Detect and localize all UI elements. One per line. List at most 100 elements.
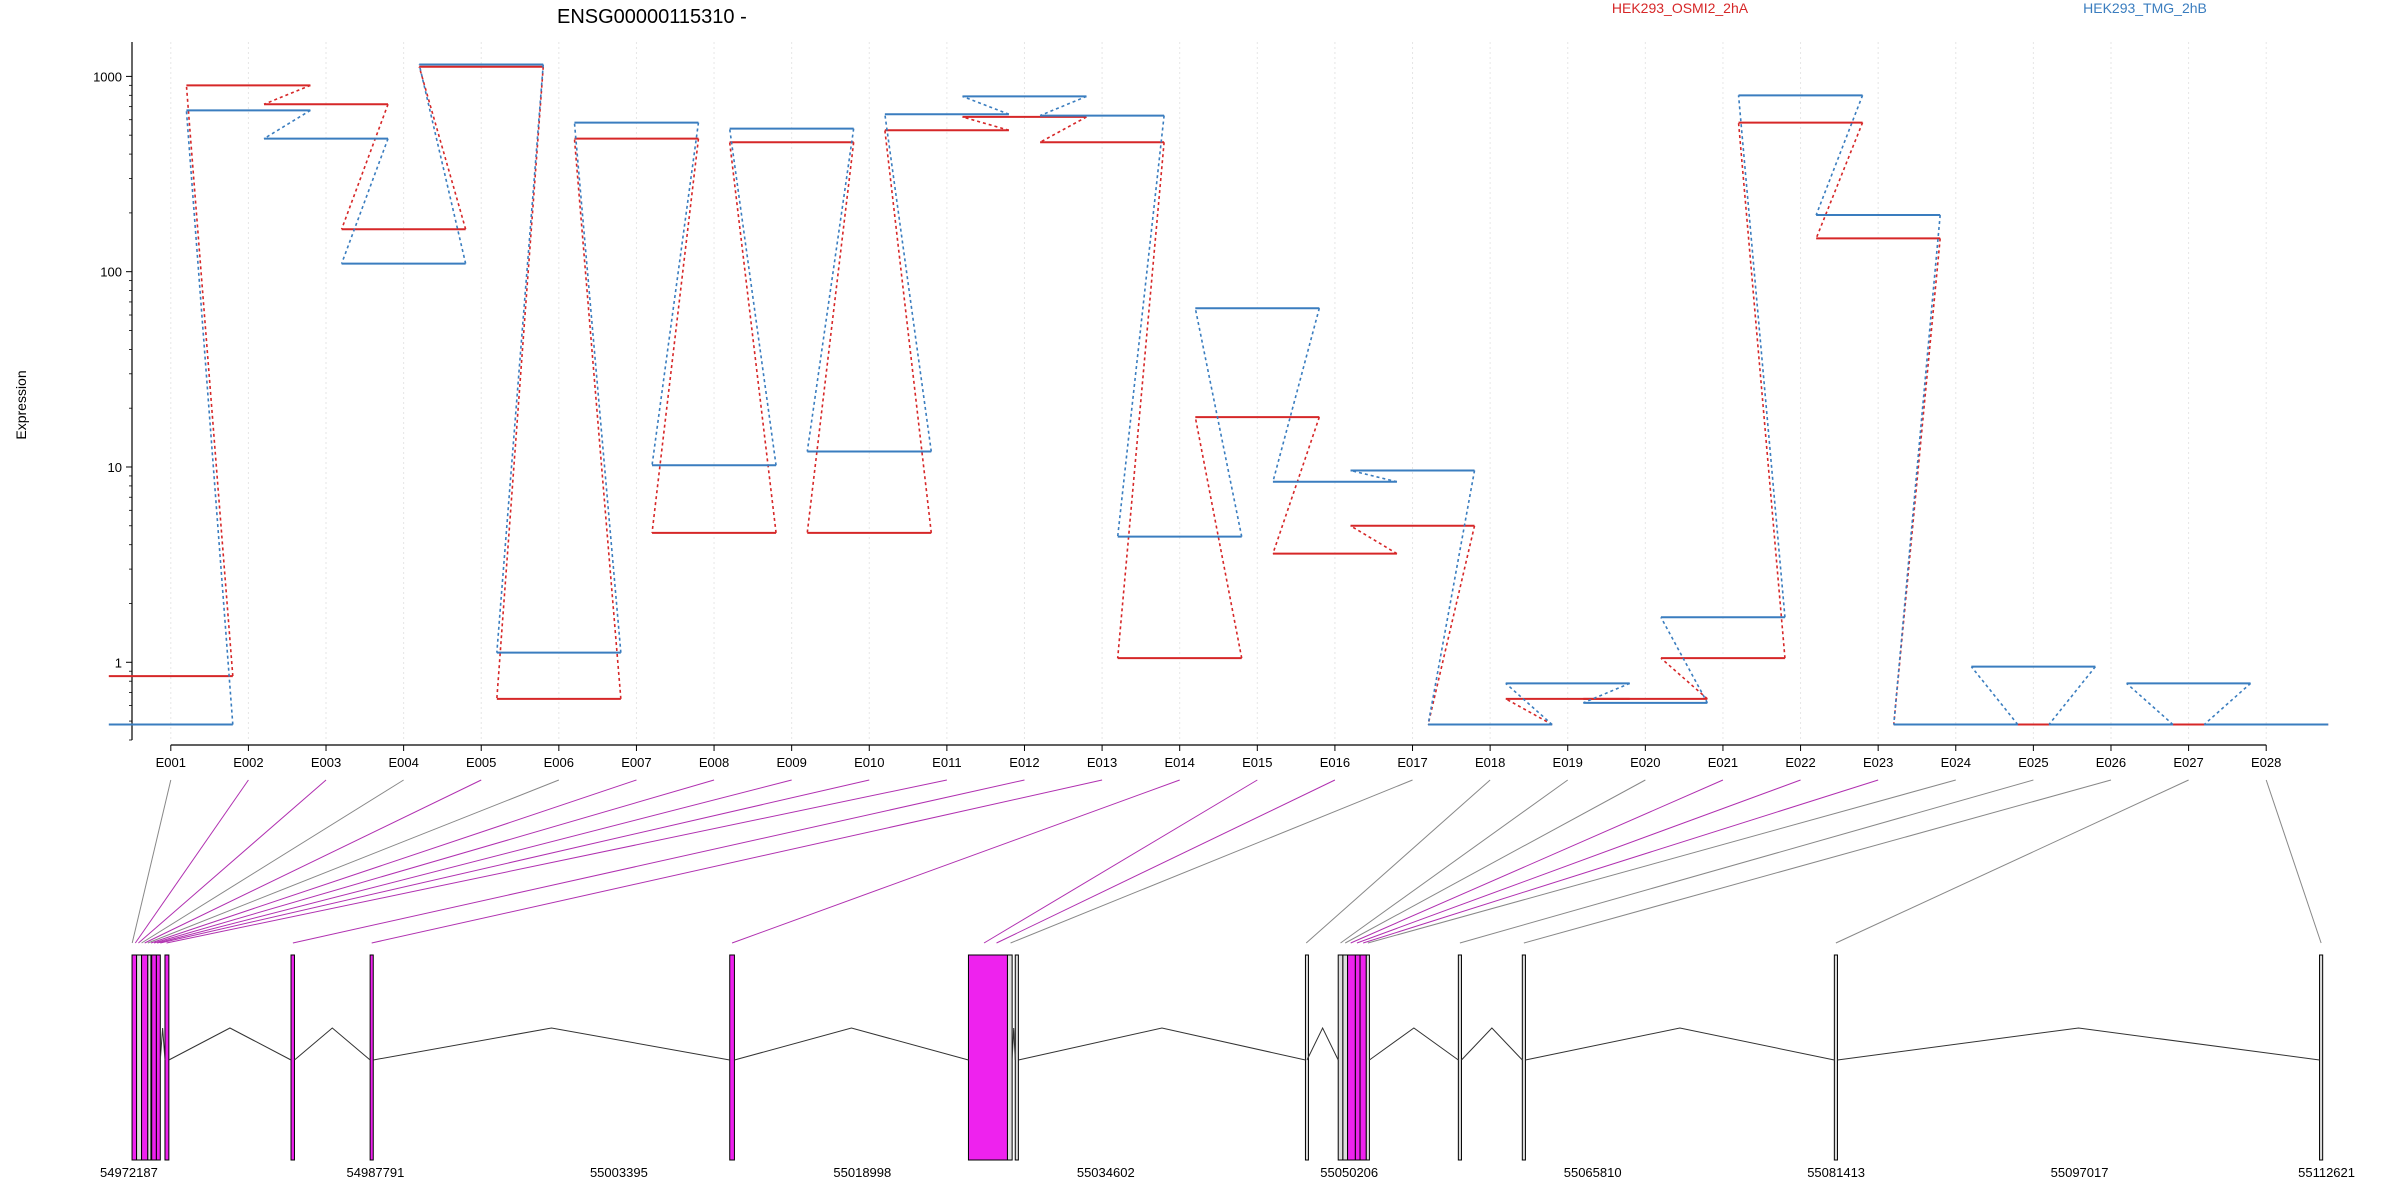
- exon-block: [1347, 954, 1356, 1161]
- exon-mapping-line: [1344, 779, 1646, 944]
- series-connector: [728, 128, 777, 466]
- exon-block: [1365, 954, 1370, 1161]
- x-tick-label: E019: [1553, 755, 1583, 770]
- gene-model: [131, 954, 2324, 1161]
- series-connector: [1272, 308, 1321, 482]
- intron-line: [1306, 1026, 1339, 1061]
- series-connector: [573, 138, 622, 699]
- exon-block: [2319, 954, 2324, 1161]
- series-2: [108, 63, 2329, 726]
- series-connector: [1350, 469, 1398, 483]
- genomic-tick-label: 55050206: [1320, 1165, 1378, 1180]
- exon-block: [369, 954, 374, 1161]
- exon-mapping-line: [150, 779, 637, 944]
- series-connector: [1815, 122, 1864, 239]
- genomic-tick-label: 54987791: [347, 1165, 405, 1180]
- x-tick-label: E008: [699, 755, 729, 770]
- x-axis-ticks: E001 E002 E003 E004 E005 E006 E007 E008 E009 E010…: [156, 745, 2281, 770]
- x-tick-label: E012: [1009, 755, 1039, 770]
- series-connector: [1039, 95, 1087, 117]
- series-connector: [1505, 682, 1553, 726]
- exon-block: [151, 954, 157, 1161]
- intron-line: [734, 1027, 969, 1061]
- series-connector: [728, 142, 777, 533]
- x-tick-label: E022: [1785, 755, 1815, 770]
- series-connector: [263, 109, 311, 140]
- exon-block: [1014, 954, 1019, 1161]
- legend-entry-tmg: HEK293_TMG_2hB: [2083, 0, 2207, 16]
- exon-mapping-line: [1459, 779, 2034, 944]
- exon-block: [729, 954, 735, 1161]
- exon-mapping-line: [141, 779, 404, 944]
- exon-block: [141, 954, 149, 1161]
- exon-block: [1833, 954, 1838, 1161]
- x-tick-label: E003: [311, 755, 341, 770]
- series-connector: [496, 64, 545, 653]
- exon-mapping-line: [1305, 779, 1491, 944]
- x-tick-label: E020: [1630, 755, 1660, 770]
- x-tick-label: E016: [1320, 755, 1350, 770]
- series-connector: [1505, 698, 1553, 726]
- exon-block: [1457, 954, 1462, 1161]
- series-connector: [962, 116, 1010, 132]
- x-tick-label: E001: [156, 755, 186, 770]
- x-tick-label: E028: [2251, 755, 2281, 770]
- x-tick-label: E023: [1863, 755, 1893, 770]
- series-connector: [1815, 95, 1864, 216]
- series-connector: [1892, 214, 1941, 725]
- series-connector: [1039, 116, 1087, 143]
- genomic-tick-label: 55081413: [1807, 1165, 1865, 1180]
- series-connector: [496, 66, 545, 699]
- series-connector: [418, 64, 467, 264]
- intron-line: [168, 1027, 292, 1061]
- x-tick-label: E005: [466, 755, 496, 770]
- exon-mapping-line: [147, 779, 560, 944]
- series-connector: [263, 84, 311, 105]
- series-connector: [651, 122, 700, 466]
- x-tick-label: E007: [621, 755, 651, 770]
- series-connector: [340, 103, 389, 230]
- exon-block: [1359, 954, 1367, 1161]
- series-connector: [806, 142, 855, 533]
- x-tick-label: E015: [1242, 755, 1272, 770]
- genomic-tick-label: 55003395: [590, 1165, 648, 1180]
- intron-line: [373, 1027, 730, 1061]
- exon-mapping-line: [138, 779, 327, 944]
- x-tick-label: E010: [854, 755, 884, 770]
- series-connector: [2203, 682, 2252, 726]
- series-connector: [2048, 666, 2096, 726]
- series-connector: [1116, 142, 1165, 659]
- x-tick-label: E009: [776, 755, 806, 770]
- y-tick-label: 10: [108, 460, 122, 475]
- series-connector: [1970, 666, 2019, 726]
- x-tick-label: E011: [932, 755, 961, 770]
- exon-mapping-line: [1835, 779, 2189, 944]
- y-tick-label: 1: [115, 655, 122, 670]
- series-connector: [806, 128, 855, 452]
- exon-connectors: [131, 779, 2322, 944]
- series-connector: [185, 110, 234, 725]
- x-tick-label: E021: [1708, 755, 1738, 770]
- series-connector: [418, 66, 467, 230]
- x-tick-label: E027: [2173, 755, 2203, 770]
- x-tick-label: E025: [2018, 755, 2048, 770]
- genomic-tick-label: 55065810: [1564, 1165, 1622, 1180]
- genomic-tick-label: 55112621: [2298, 1165, 2355, 1180]
- series-connector: [884, 130, 933, 533]
- x-tick-label: E018: [1475, 755, 1505, 770]
- series-connector: [1194, 416, 1243, 659]
- exon-mapping-line: [1350, 779, 1724, 944]
- legend-entry-osmi2: HEK293_OSMI2_2hA: [1612, 0, 1749, 16]
- exon-mapping-line: [996, 779, 1336, 944]
- exon-mapping-line: [131, 779, 172, 944]
- exon-block: [1006, 954, 1013, 1161]
- intron-line: [1461, 1027, 1523, 1061]
- series-connector: [651, 138, 700, 533]
- exon-block: [290, 954, 295, 1161]
- exon-mapping-line: [144, 779, 482, 944]
- x-tick-label: E013: [1087, 755, 1117, 770]
- exon-mapping-line: [160, 779, 870, 944]
- exon-mapping-line: [1010, 779, 1413, 944]
- exon-mapping-line: [292, 779, 1025, 944]
- series-lines: [108, 63, 2329, 726]
